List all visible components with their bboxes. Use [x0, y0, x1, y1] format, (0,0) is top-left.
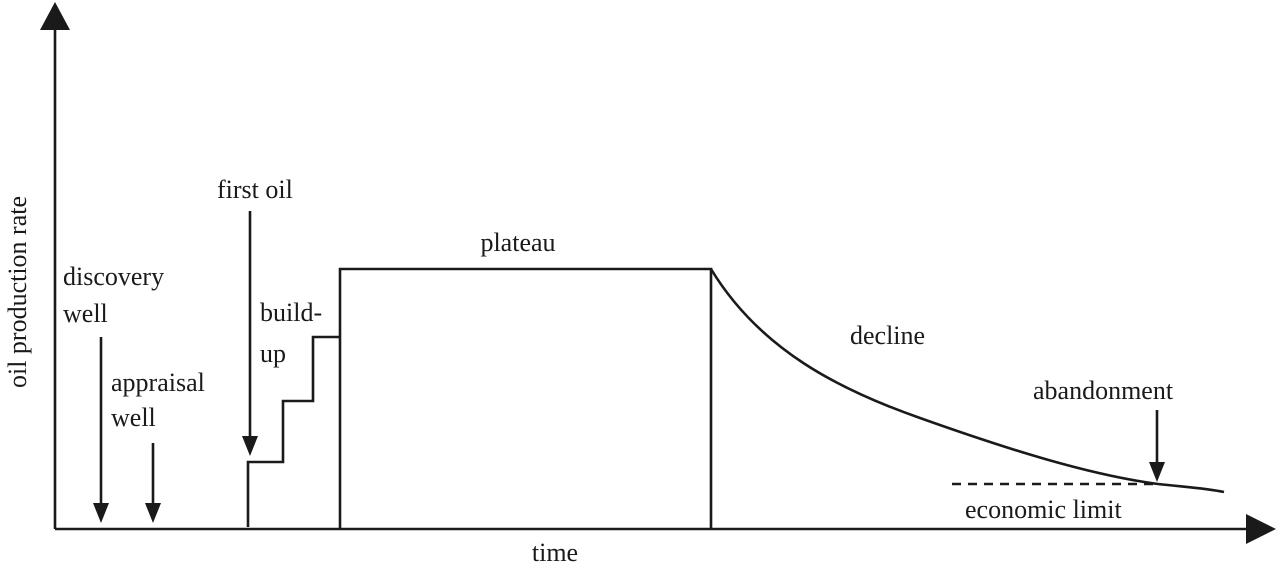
build-up-steps — [246, 335, 340, 527]
plateau-label: plateau — [480, 228, 555, 257]
appraisal-well-arrowhead — [145, 503, 161, 523]
discovery-well-label-line1: discovery — [63, 262, 164, 291]
y-axis-arrowhead — [40, 2, 70, 30]
decline-label: decline — [850, 321, 925, 350]
build-up-label-line2: up — [260, 339, 286, 368]
appraisal-well-label-line2: well — [111, 403, 156, 432]
decline-curve — [709, 268, 1225, 494]
x-axis-label: time — [532, 538, 578, 567]
economic-limit-label: economic limit — [965, 495, 1122, 524]
first-oil-arrowhead — [242, 436, 258, 456]
appraisal-well-label-line1: appraisal — [111, 368, 205, 397]
discovery-well-label-line2: well — [63, 299, 108, 328]
discovery-well-arrowhead — [93, 503, 109, 523]
abandonment-arrowhead — [1149, 462, 1165, 482]
build-up-label-line1: build- — [260, 298, 322, 327]
abandonment-label: abandonment — [1033, 376, 1174, 405]
plateau-curve — [338, 267, 713, 529]
first-oil-label: first oil — [217, 175, 293, 204]
x-axis-arrowhead — [1246, 514, 1276, 544]
y-axis-label: oil production rate — [3, 196, 32, 388]
